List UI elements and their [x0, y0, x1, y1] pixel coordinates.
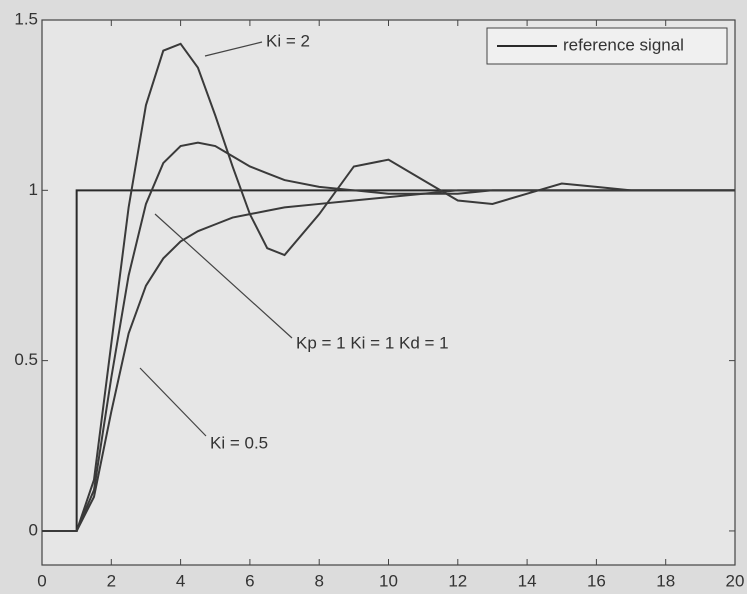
- x-tick-label: 14: [518, 571, 537, 590]
- x-tick-label: 20: [726, 571, 745, 590]
- y-tick-label: 1.5: [14, 9, 38, 28]
- chart: 0 2 4 6 8 10 12 14 16 18 20 0 0.5 1 1.5 Ki = 2 Kp = 1 Ki…: [0, 0, 747, 594]
- annotation: Kp = 1 Ki = 1 Kd = 1: [296, 333, 449, 352]
- x-tick-label: 10: [379, 571, 398, 590]
- y-tick-label: 0: [29, 520, 38, 539]
- y-tick-label: 1: [29, 180, 38, 199]
- x-tick-label: 8: [314, 571, 323, 590]
- x-tick-label: 2: [107, 571, 116, 590]
- plot-area: [42, 20, 735, 565]
- y-tick-label: 0.5: [14, 350, 38, 369]
- annotation: Ki = 0.5: [210, 433, 268, 452]
- x-tick-label: 6: [245, 571, 254, 590]
- annotation: Ki = 2: [266, 31, 310, 50]
- x-tick-label: 0: [37, 571, 46, 590]
- x-tick-label: 16: [587, 571, 606, 590]
- legend-label: reference signal: [563, 35, 684, 54]
- x-tick-label: 4: [176, 571, 185, 590]
- x-tick-label: 18: [656, 571, 675, 590]
- x-tick-label: 12: [448, 571, 467, 590]
